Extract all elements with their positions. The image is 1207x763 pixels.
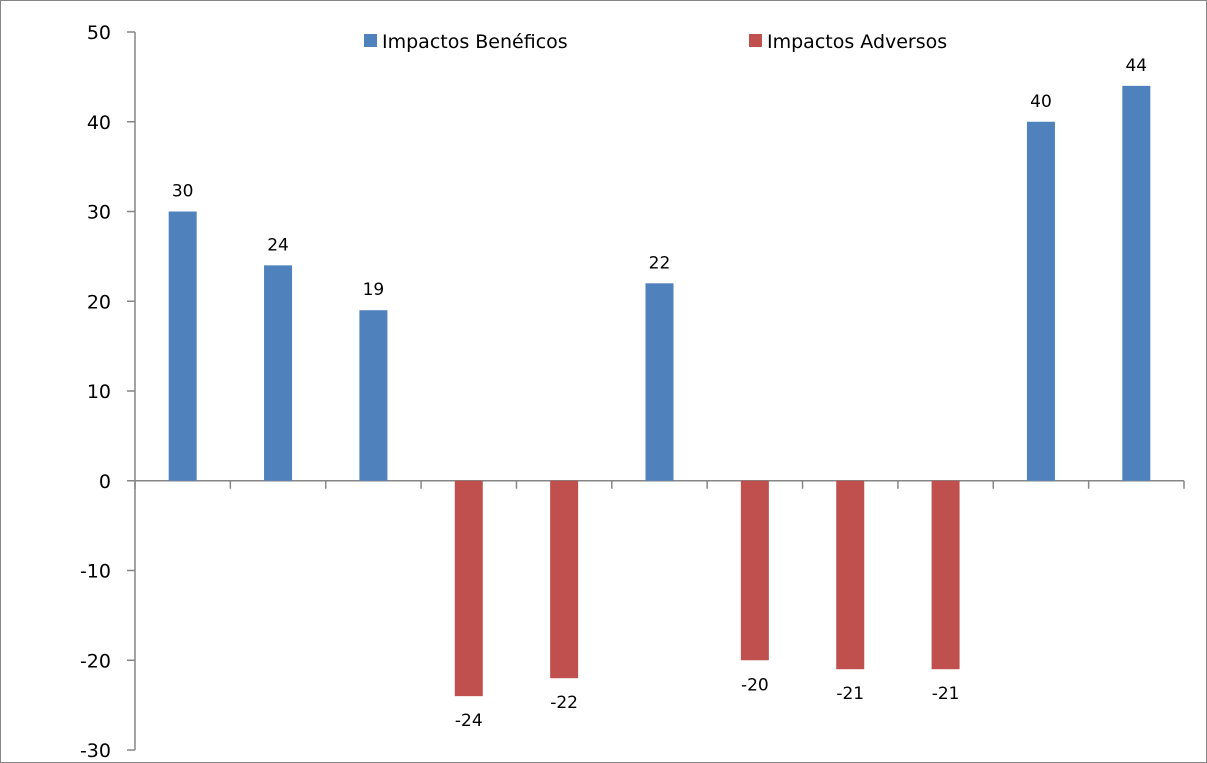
y-tick-label: -10 — [80, 561, 111, 583]
bar-beneficos — [264, 265, 293, 481]
y-tick-label: -30 — [80, 740, 111, 762]
bar-beneficos — [168, 211, 197, 481]
y-tick-label: 40 — [87, 112, 111, 134]
bar-beneficos — [359, 310, 388, 481]
bars-layer — [168, 85, 1151, 697]
data-label: -21 — [836, 684, 864, 704]
data-label: 24 — [267, 235, 289, 255]
bar-adversos — [550, 480, 579, 679]
data-label: -24 — [455, 711, 483, 731]
data-labels-layer: 30 24 19 22 40 44 -24 -22 -20 -21 -21 — [172, 56, 1147, 731]
legend-label: Impactos Adversos — [767, 31, 947, 53]
y-tick-label: 50 — [87, 22, 111, 44]
data-label: 40 — [1030, 92, 1052, 112]
data-label: 30 — [172, 182, 194, 202]
data-label: -20 — [741, 675, 769, 695]
legend-swatch — [364, 34, 377, 47]
bar-adversos — [454, 480, 483, 697]
bar-adversos — [740, 480, 769, 661]
y-tick-label: 0 — [99, 471, 111, 493]
data-label: 44 — [1125, 56, 1147, 76]
legend-swatch — [749, 34, 762, 47]
legend: Impactos Benéficos Impactos Adversos — [364, 31, 947, 53]
y-tick-label: 10 — [87, 381, 111, 403]
bar-adversos — [836, 480, 865, 670]
data-label: -22 — [550, 693, 578, 713]
bar-beneficos — [645, 283, 674, 481]
bar-adversos — [931, 480, 960, 670]
data-label: 22 — [649, 253, 671, 273]
bar-beneficos — [1122, 85, 1151, 481]
axes-layer: -30 -20 -10 0 10 20 30 40 50 — [80, 22, 1185, 762]
bar-beneficos — [1026, 121, 1055, 481]
data-label: -21 — [932, 684, 960, 704]
y-tick-label: -20 — [80, 650, 111, 672]
legend-label: Impactos Benéficos — [382, 31, 568, 53]
y-tick-label: 20 — [87, 291, 111, 313]
y-tick-label: 30 — [87, 202, 111, 224]
data-label: 19 — [363, 280, 385, 300]
